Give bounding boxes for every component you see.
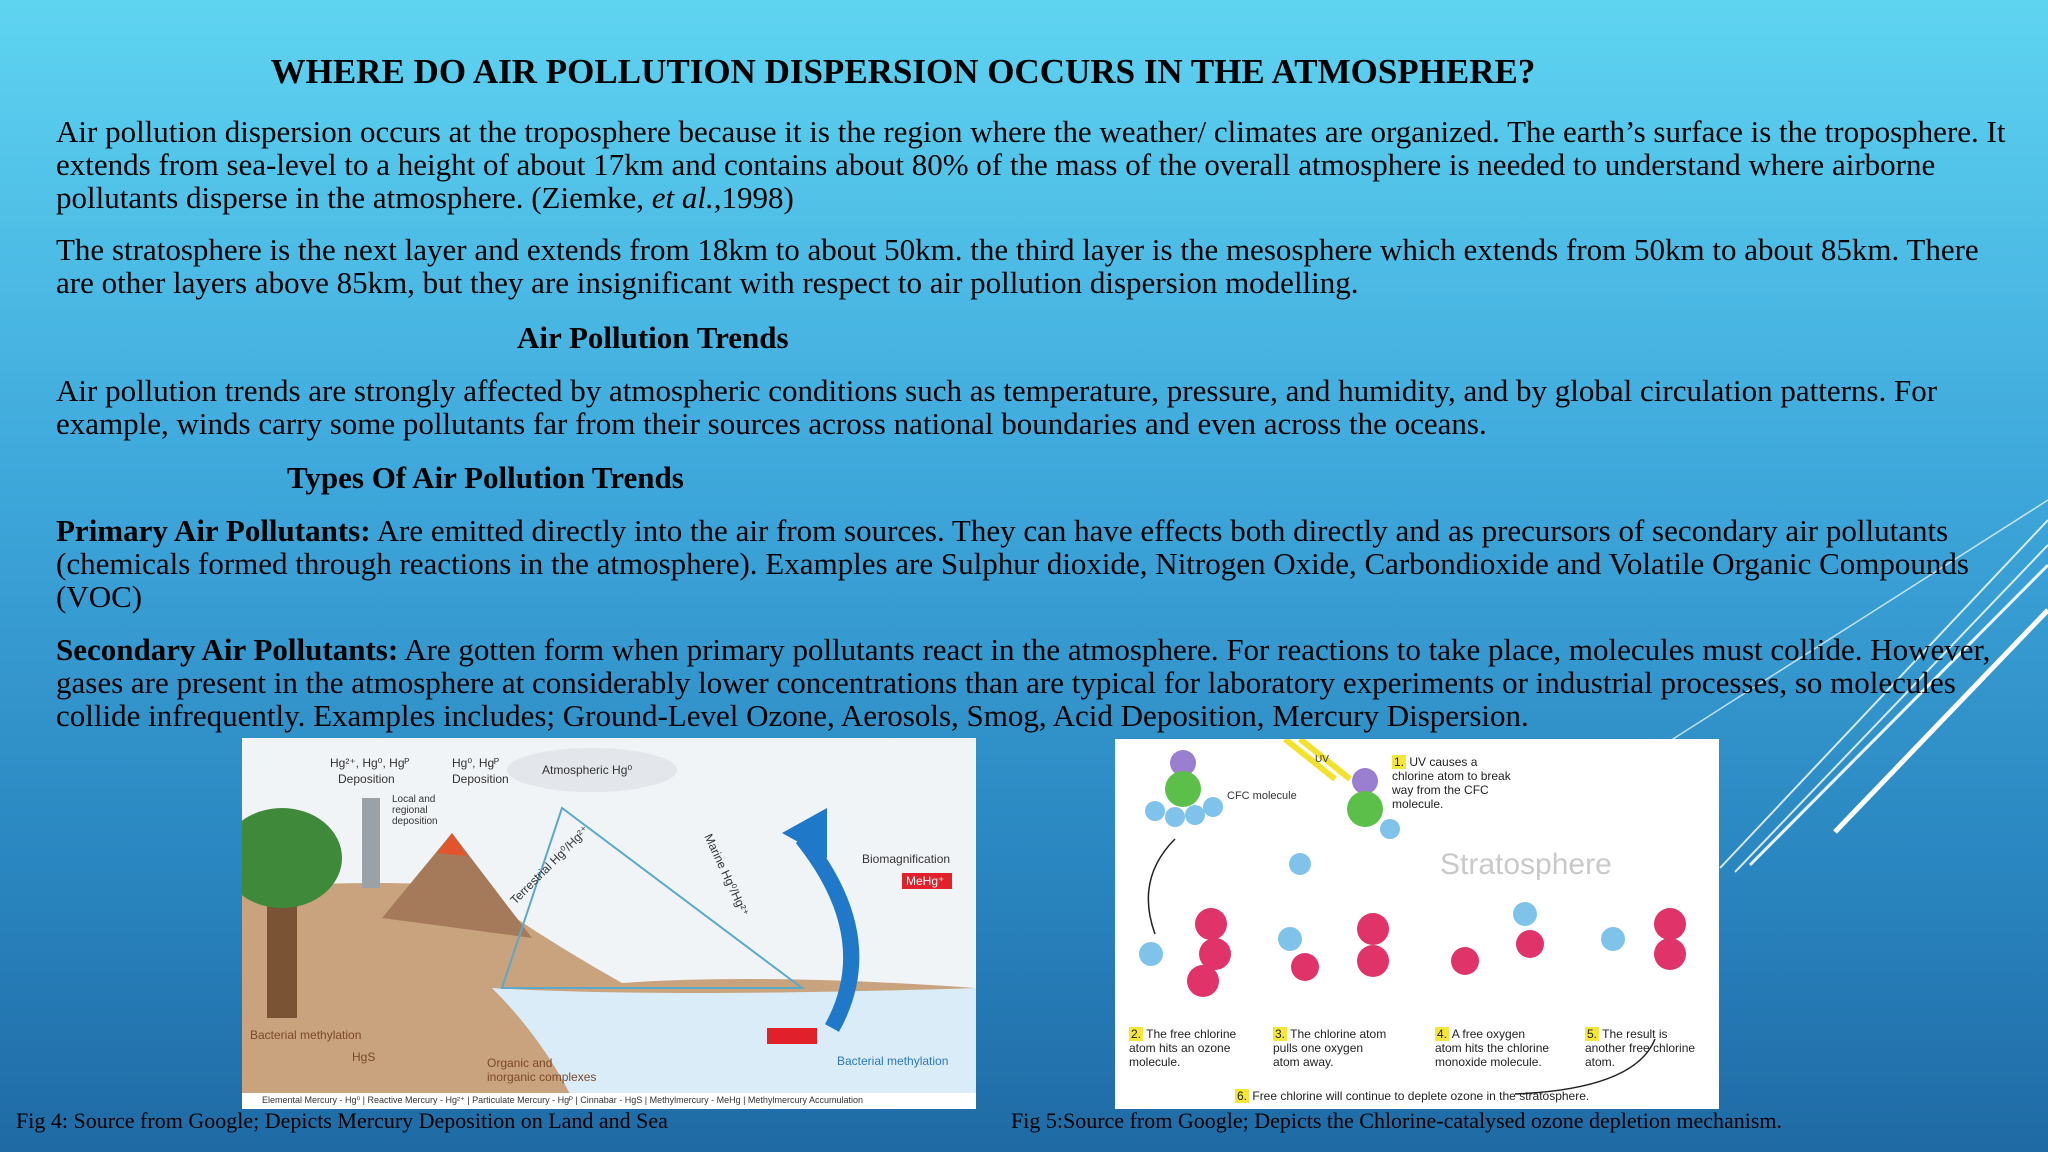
step-text: The chlorine atom pulls one oxygen atom … (1273, 1027, 1387, 1069)
figure-legend: Elemental Mercury - Hg⁰ | Reactive Mercu… (262, 1095, 863, 1105)
paragraph: The stratosphere is the next layer and e… (56, 232, 1979, 300)
text: 1998) (721, 180, 794, 215)
figure-label: Deposition (338, 772, 395, 786)
step-number: 4. (1435, 1027, 1450, 1041)
paragraph: Primary Air Pollutants: Are emitted dire… (56, 514, 2006, 613)
heading: Types Of Air Pollution Trends (287, 460, 684, 495)
figure-label: Atmospheric Hg⁰ (542, 763, 633, 777)
figure-label: Organic and inorganic complexes (487, 1056, 597, 1084)
figure-label: Biomagnification (862, 852, 951, 866)
caption: Fig 4: Source from Google; Depicts Mercu… (16, 1108, 668, 1133)
text: Are gotten form when primary pollutants … (56, 632, 1991, 733)
label: Primary Air Pollutants: (56, 513, 371, 548)
caption: Fig 5:Source from Google; Depicts the Ch… (1011, 1108, 1783, 1133)
step: 2. The free chlorine atom hits an ozone … (1129, 1027, 1249, 1069)
figure-label: Stratosphere (1440, 848, 1612, 881)
step-number: 1. (1392, 755, 1407, 769)
figure-ozone: CFC molecule UV Stratosphere 1. UV cause… (1115, 739, 1719, 1109)
step-text: Free chlorine will continue to deplete o… (1252, 1089, 1590, 1103)
figure-label: Bacterial methylation (837, 1054, 949, 1068)
figure-label: Hg⁰, Hgᴾ (452, 756, 500, 770)
text: Are emitted directly into the air from s… (56, 513, 1969, 614)
figure-label: HgS (352, 1050, 376, 1064)
figure-label: UV (1315, 754, 1329, 765)
step: 6. Free chlorine will continue to deplet… (1235, 1089, 1695, 1103)
step-text: UV causes a chlorine atom to break way f… (1392, 755, 1511, 811)
paragraph: Secondary Air Pollutants: Are gotten for… (56, 633, 2006, 732)
step-number: 2. (1129, 1027, 1144, 1041)
paragraph: Air pollution trends are strongly affect… (56, 373, 1938, 441)
text: Air pollution dispersion occurs at the t… (56, 114, 2006, 215)
step-number: 6. (1235, 1089, 1250, 1103)
step: 4. A free oxygen atom hits the chlorine … (1435, 1027, 1555, 1069)
illustration (242, 738, 976, 1109)
step-text: The free chlorine atom hits an ozone mol… (1129, 1027, 1237, 1069)
step: 5. The result is another free chlorine a… (1585, 1027, 1705, 1069)
paragraph: Air pollution dispersion occurs at the t… (56, 115, 2006, 214)
illustration (1139, 739, 1686, 1095)
figure-label: MeHg⁺ (906, 874, 945, 888)
decor-lines (1639, 499, 2048, 873)
heading: Air Pollution Trends (517, 320, 789, 355)
figure-label: Hg²⁺, Hg⁰, Hgᴾ (330, 756, 410, 770)
figure-label: Local and regional deposition (392, 794, 438, 827)
title: WHERE DO AIR POLLUTION DISPERSION OCCURS… (270, 52, 1536, 91)
step-text: A free oxygen atom hits the chlorine mon… (1435, 1027, 1550, 1069)
step: 1. UV causes a chlorine atom to break wa… (1392, 755, 1512, 811)
label: Secondary Air Pollutants: (56, 632, 399, 667)
figure-mercury: Hg²⁺, Hg⁰, Hgᴾ Deposition Hg⁰, Hgᴾ Depos… (242, 738, 976, 1109)
step-text: The result is another free chlorine atom… (1585, 1027, 1696, 1069)
step-number: 5. (1585, 1027, 1600, 1041)
figure-label: Bacterial methylation (250, 1028, 362, 1042)
text-italic: et al., (651, 180, 722, 215)
figure-label: CFC molecule (1227, 790, 1297, 802)
figure-label: Deposition (452, 772, 509, 786)
step: 3. The chlorine atom pulls one oxygen at… (1273, 1027, 1393, 1069)
step-number: 3. (1273, 1027, 1288, 1041)
